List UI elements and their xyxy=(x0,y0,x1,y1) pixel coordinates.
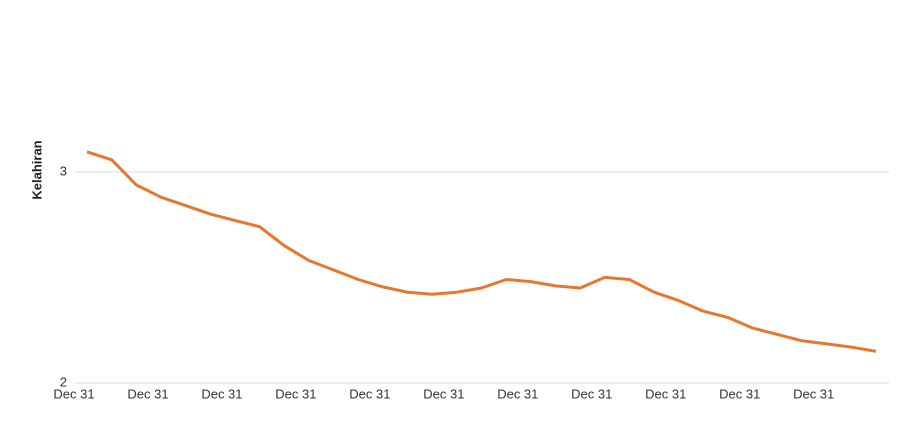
x-tick-label: Dec 31 xyxy=(497,386,538,401)
y-tick-label: 3 xyxy=(60,163,67,178)
x-tick-label: Dec 31 xyxy=(423,386,464,401)
y-tick-label: 2 xyxy=(60,374,67,389)
line xyxy=(86,150,877,353)
x-tick-label: Dec 31 xyxy=(349,386,390,401)
x-tick-label: Dec 31 xyxy=(53,386,94,401)
x-tick-label: Dec 31 xyxy=(571,386,612,401)
x-tick-label: Dec 31 xyxy=(645,386,686,401)
x-tick-label: Dec 31 xyxy=(719,386,760,401)
x-tick-label: Dec 31 xyxy=(275,386,316,401)
x-tick-label: Dec 31 xyxy=(201,386,242,401)
y-axis-label: Kelahiran xyxy=(29,140,44,199)
x-tick-label: Dec 31 xyxy=(793,386,834,401)
x-tick-label: Dec 31 xyxy=(127,386,168,401)
